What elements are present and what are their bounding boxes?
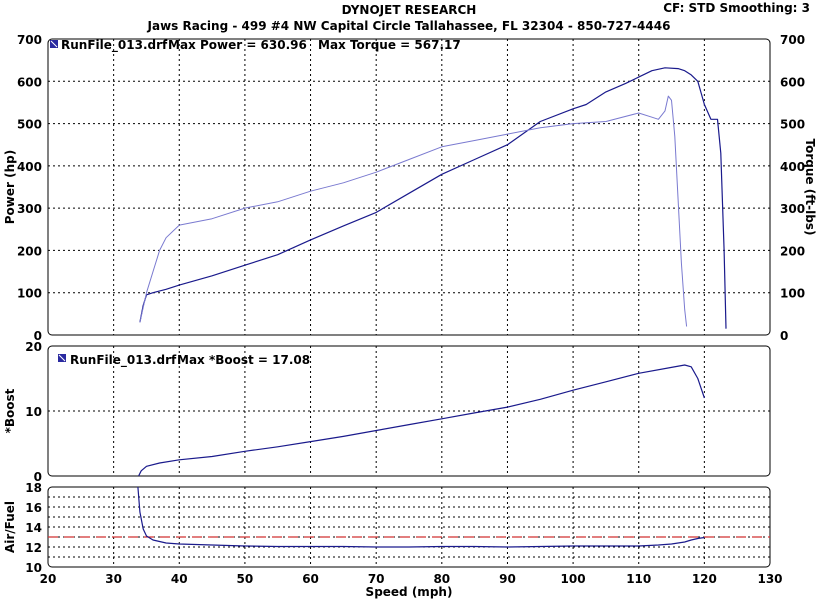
y-right-tick-label: 100 bbox=[780, 287, 805, 301]
max-torque-label: Max Torque = 567.17 bbox=[318, 38, 461, 52]
max-power-label: Max Power = 630.96 bbox=[168, 38, 307, 52]
y-right-tick-label: 400 bbox=[780, 160, 805, 174]
y-tick-label: 200 bbox=[17, 244, 42, 258]
y-tick-label: 700 bbox=[17, 33, 42, 47]
boost-legend: RunFile_013.drf Max *Boost = 17.08 bbox=[58, 353, 310, 368]
x-tick-label: 80 bbox=[433, 572, 450, 586]
x-tick-label: 20 bbox=[40, 572, 57, 586]
power-legend-file: RunFile_013.drf bbox=[61, 38, 168, 53]
power-torque-panel bbox=[47, 38, 771, 336]
power-curve bbox=[139, 67, 727, 329]
y-right-tick-label: 600 bbox=[780, 75, 805, 89]
y-tick-label: 500 bbox=[17, 118, 42, 132]
y-tick-label: 14 bbox=[25, 521, 42, 535]
x-tick-label: 60 bbox=[302, 572, 319, 586]
y-tick-label: 0 bbox=[34, 329, 42, 343]
chart-title: DYNOJET RESEARCH bbox=[341, 3, 477, 17]
y-tick-label: 600 bbox=[17, 75, 42, 89]
y-tick-label: 20 bbox=[25, 340, 42, 354]
air-fuel-axis-label: Air/Fuel bbox=[3, 501, 17, 553]
y-tick-label: 10 bbox=[25, 405, 42, 419]
y-tick-label: 0 bbox=[34, 470, 42, 484]
correction-factor-info: CF: STD Smoothing: 3 bbox=[663, 1, 810, 15]
y-tick-label: 300 bbox=[17, 202, 42, 216]
speed-axis-label: Speed (mph) bbox=[366, 585, 453, 599]
max-boost-label: Max *Boost = 17.08 bbox=[177, 353, 310, 367]
x-tick-label: 120 bbox=[692, 572, 717, 586]
x-tick-label: 130 bbox=[757, 572, 782, 586]
y-tick-label: 100 bbox=[17, 287, 42, 301]
legend-icon-mark bbox=[50, 40, 58, 48]
y-tick-label: 10 bbox=[25, 561, 42, 575]
torque-axis-label: Torque (ft-lbs) bbox=[803, 139, 817, 236]
chart-subtitle: Jaws Racing - 499 #4 NW Capital Circle T… bbox=[147, 19, 671, 33]
boost-legend-file: RunFile_013.drf bbox=[70, 353, 177, 368]
boost-axis-label: *Boost bbox=[3, 388, 17, 433]
legend-icon-mark bbox=[58, 354, 66, 362]
x-tick-label: 40 bbox=[171, 572, 188, 586]
boost-curve bbox=[138, 364, 705, 477]
x-tick-label: 110 bbox=[626, 572, 651, 586]
y-right-tick-label: 700 bbox=[780, 33, 805, 47]
y-tick-label: 18 bbox=[25, 481, 42, 495]
x-tick-label: 100 bbox=[561, 572, 586, 586]
torque-curve bbox=[139, 95, 688, 327]
y-tick-label: 12 bbox=[25, 541, 42, 555]
x-tick-label: 70 bbox=[368, 572, 385, 586]
power-axis-label: Power (hp) bbox=[3, 150, 17, 224]
y-right-tick-label: 500 bbox=[780, 118, 805, 132]
x-tick-label: 90 bbox=[499, 572, 516, 586]
air-fuel-curve bbox=[137, 486, 705, 548]
y-tick-label: 16 bbox=[25, 501, 42, 515]
power-legend: RunFile_013.drf Max Power = 630.96 Max T… bbox=[50, 38, 461, 53]
y-right-tick-label: 200 bbox=[780, 244, 805, 258]
x-tick-label: 50 bbox=[237, 572, 254, 586]
x-tick-label: 30 bbox=[105, 572, 122, 586]
y-right-tick-label: 0 bbox=[780, 329, 788, 343]
y-right-tick-label: 300 bbox=[780, 202, 805, 216]
y-tick-label: 400 bbox=[17, 160, 42, 174]
